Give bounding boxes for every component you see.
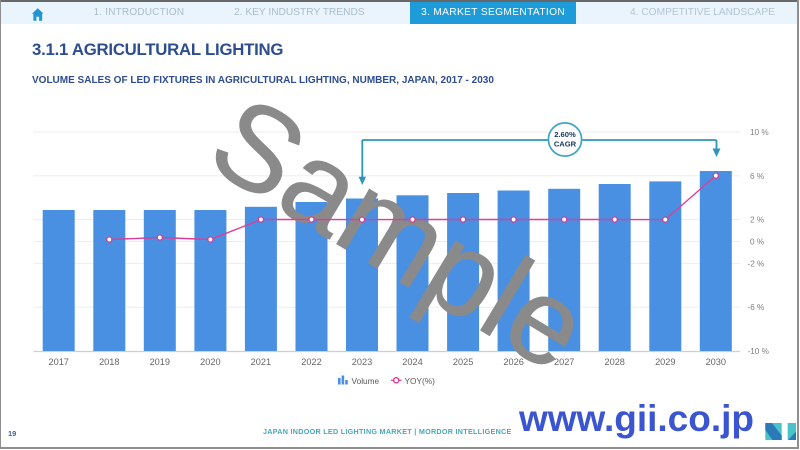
svg-text:2021: 2021 [251, 357, 271, 367]
svg-text:2019: 2019 [150, 357, 170, 367]
svg-text:10 %: 10 % [750, 128, 769, 137]
svg-text:2 %: 2 % [750, 216, 764, 225]
svg-text:2022: 2022 [301, 357, 321, 367]
svg-text:-6 %: -6 % [748, 303, 765, 312]
svg-text:2017: 2017 [48, 357, 68, 367]
svg-text:CAGR: CAGR [554, 140, 577, 149]
svg-text:2020: 2020 [200, 357, 220, 367]
svg-text:2030: 2030 [706, 357, 726, 367]
svg-text:2027: 2027 [554, 357, 574, 367]
svg-text:6 %: 6 % [750, 172, 764, 181]
svg-text:2024: 2024 [402, 357, 422, 367]
svg-text:0 %: 0 % [750, 238, 764, 247]
svg-text:2018: 2018 [99, 357, 119, 367]
svg-text:2026: 2026 [503, 357, 523, 367]
svg-text:2029: 2029 [655, 357, 675, 367]
svg-text:2028: 2028 [604, 357, 624, 367]
svg-text:Volume: Volume [352, 376, 380, 386]
svg-text:2023: 2023 [352, 357, 372, 367]
svg-text:-2 %: -2 % [748, 259, 765, 268]
svg-text:2.60%: 2.60% [554, 130, 576, 139]
svg-text:2025: 2025 [453, 357, 473, 367]
svg-text:-10 %: -10 % [748, 347, 769, 356]
svg-text:YOY(%): YOY(%) [405, 376, 436, 386]
